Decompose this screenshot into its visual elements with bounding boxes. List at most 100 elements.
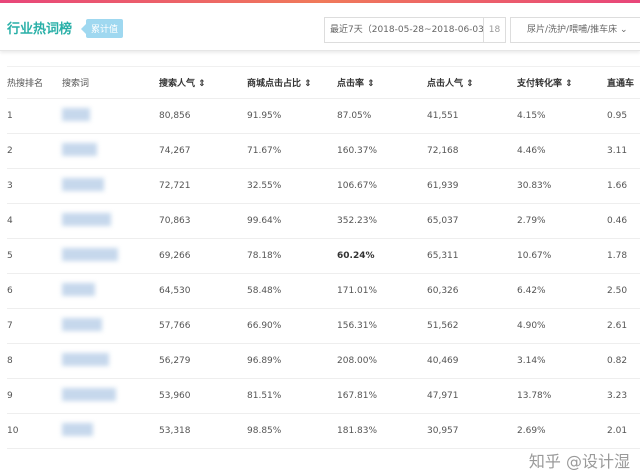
table-row: 5 69,266 78.18% 60.24% 65,311 10.67% 1.78 (7, 238, 640, 274)
table-cell: 72,721 (159, 168, 247, 204)
table-cell: 2.01 (607, 413, 640, 449)
search-word-blurred (62, 273, 159, 309)
table-cell: 6 (7, 273, 62, 309)
table-cell: 30.83% (517, 168, 607, 204)
column-header: 直通车 (607, 66, 640, 99)
table-cell: 2.50 (607, 273, 640, 309)
blurred-word (62, 423, 93, 436)
table-cell: 71.67% (247, 133, 337, 169)
watermark: 知乎 @设计湿 (528, 452, 630, 471)
blurred-word (62, 318, 102, 331)
table-cell: 96.89% (247, 343, 337, 379)
table-cell: 2.69% (517, 413, 607, 449)
table-cell: 208.00% (337, 343, 427, 379)
table-row: 2 74,267 71.67% 160.37% 72,168 4.46% 3.11 (7, 133, 640, 169)
search-word-blurred (62, 168, 159, 204)
table-cell: 51,562 (427, 308, 517, 344)
table-cell: 70,863 (159, 203, 247, 239)
table-cell: 8 (7, 343, 62, 379)
search-word-blurred (62, 203, 159, 239)
table-cell: 60.24% (337, 238, 427, 274)
table-cell: 2.61 (607, 308, 640, 344)
search-word-blurred (62, 378, 159, 414)
blurred-word (62, 213, 111, 226)
blurred-word (62, 388, 116, 401)
date-range-picker[interactable]: 最近7天（2018-05-28~2018-06-03） 18 (324, 17, 506, 43)
search-word-blurred (62, 98, 159, 134)
search-word-blurred (62, 413, 159, 449)
table-cell: 69,266 (159, 238, 247, 274)
column-header[interactable]: 点击率 ⇕ (337, 66, 427, 99)
search-word-blurred (62, 308, 159, 344)
table-cell: 167.81% (337, 378, 427, 414)
table-cell: 81.51% (247, 378, 337, 414)
category-select[interactable]: 尿片/洗护/喂哺/推车床 ⌄ (510, 17, 640, 43)
table-row: 1 80,856 91.95% 87.05% 41,551 4.15% 0.95 (7, 98, 640, 134)
blurred-word (62, 143, 97, 156)
table-cell: 41,551 (427, 98, 517, 134)
search-word-blurred (62, 238, 159, 274)
table-cell: 53,318 (159, 413, 247, 449)
table-cell: 3 (7, 168, 62, 204)
table-cell: 1 (7, 98, 62, 134)
date-range-text: 最近7天（2018-05-28~2018-06-03） (330, 25, 493, 35)
table-cell: 160.37% (337, 133, 427, 169)
table-cell: 1.78 (607, 238, 640, 274)
search-word-blurred (62, 343, 159, 379)
table-cell: 80,856 (159, 98, 247, 134)
table-cell: 3.11 (607, 133, 640, 169)
table-cell: 61,939 (427, 168, 517, 204)
blurred-word (62, 353, 109, 366)
page-header: 行业热词榜 累计值 最近7天（2018-05-28~2018-06-03） 18… (0, 3, 640, 51)
column-header[interactable]: 商城点击占比 ⇕ (247, 66, 337, 99)
table-cell: 0.82 (607, 343, 640, 379)
table-cell: 53,960 (159, 378, 247, 414)
table-cell: 56,279 (159, 343, 247, 379)
column-header[interactable]: 支付转化率 ⇕ (517, 66, 607, 99)
table-cell: 65,311 (427, 238, 517, 274)
table-cell: 78.18% (247, 238, 337, 274)
table-cell: 352.23% (337, 203, 427, 239)
table-cell: 30,957 (427, 413, 517, 449)
table-cell: 99.64% (247, 203, 337, 239)
top-accent-bar (0, 0, 640, 3)
cumulative-badge[interactable]: 累计值 (80, 19, 124, 38)
table-cell: 4.15% (517, 98, 607, 134)
table-cell: 98.85% (247, 413, 337, 449)
table-cell: 66.90% (247, 308, 337, 344)
column-header: 搜索词 (62, 66, 159, 99)
table-row: 3 72,721 32.55% 106.67% 61,939 30.83% 1.66 (7, 168, 640, 204)
table-cell: 5 (7, 238, 62, 274)
page-title: 行业热词榜 (7, 22, 73, 37)
table-cell: 7 (7, 308, 62, 344)
table-row: 8 56,279 96.89% 208.00% 40,469 3.14% 0.82 (7, 343, 640, 379)
hot-words-table: 热搜排名 搜索词 搜索人气 ⇕ 商城点击占比 ⇕ 点击率 ⇕ 点击人气 ⇕ 支付转化率 ⇕ 直… (7, 66, 640, 449)
table-cell: 171.01% (337, 273, 427, 309)
blurred-word (62, 108, 90, 121)
table-cell: 1.66 (607, 168, 640, 204)
table-row: 6 64,530 58.48% 171.01% 60,326 6.42% 2.50 (7, 273, 640, 309)
calendar-icon[interactable]: 18 (483, 18, 505, 42)
table-cell: 3.23 (607, 378, 640, 414)
table-row: 10 53,318 98.85% 181.83% 30,957 2.69% 2.01 (7, 413, 640, 449)
table-cell: 10 (7, 413, 62, 449)
table-cell: 9 (7, 378, 62, 414)
table-cell: 2 (7, 133, 62, 169)
column-header: 热搜排名 (7, 66, 62, 99)
table-cell: 91.95% (247, 98, 337, 134)
table-cell: 72,168 (427, 133, 517, 169)
table-cell: 2.79% (517, 203, 607, 239)
table-cell: 0.95 (607, 98, 640, 134)
table-cell: 0.46 (607, 203, 640, 239)
table-cell: 64,530 (159, 273, 247, 309)
blurred-word (62, 283, 95, 296)
table-cell: 13.78% (517, 378, 607, 414)
column-header[interactable]: 搜索人气 ⇕ (159, 66, 247, 99)
table-cell: 60,326 (427, 273, 517, 309)
table-cell: 181.83% (337, 413, 427, 449)
table-cell: 74,267 (159, 133, 247, 169)
table-cell: 40,469 (427, 343, 517, 379)
column-header[interactable]: 点击人气 ⇕ (427, 66, 517, 99)
table-cell: 156.31% (337, 308, 427, 344)
table-cell: 3.14% (517, 343, 607, 379)
